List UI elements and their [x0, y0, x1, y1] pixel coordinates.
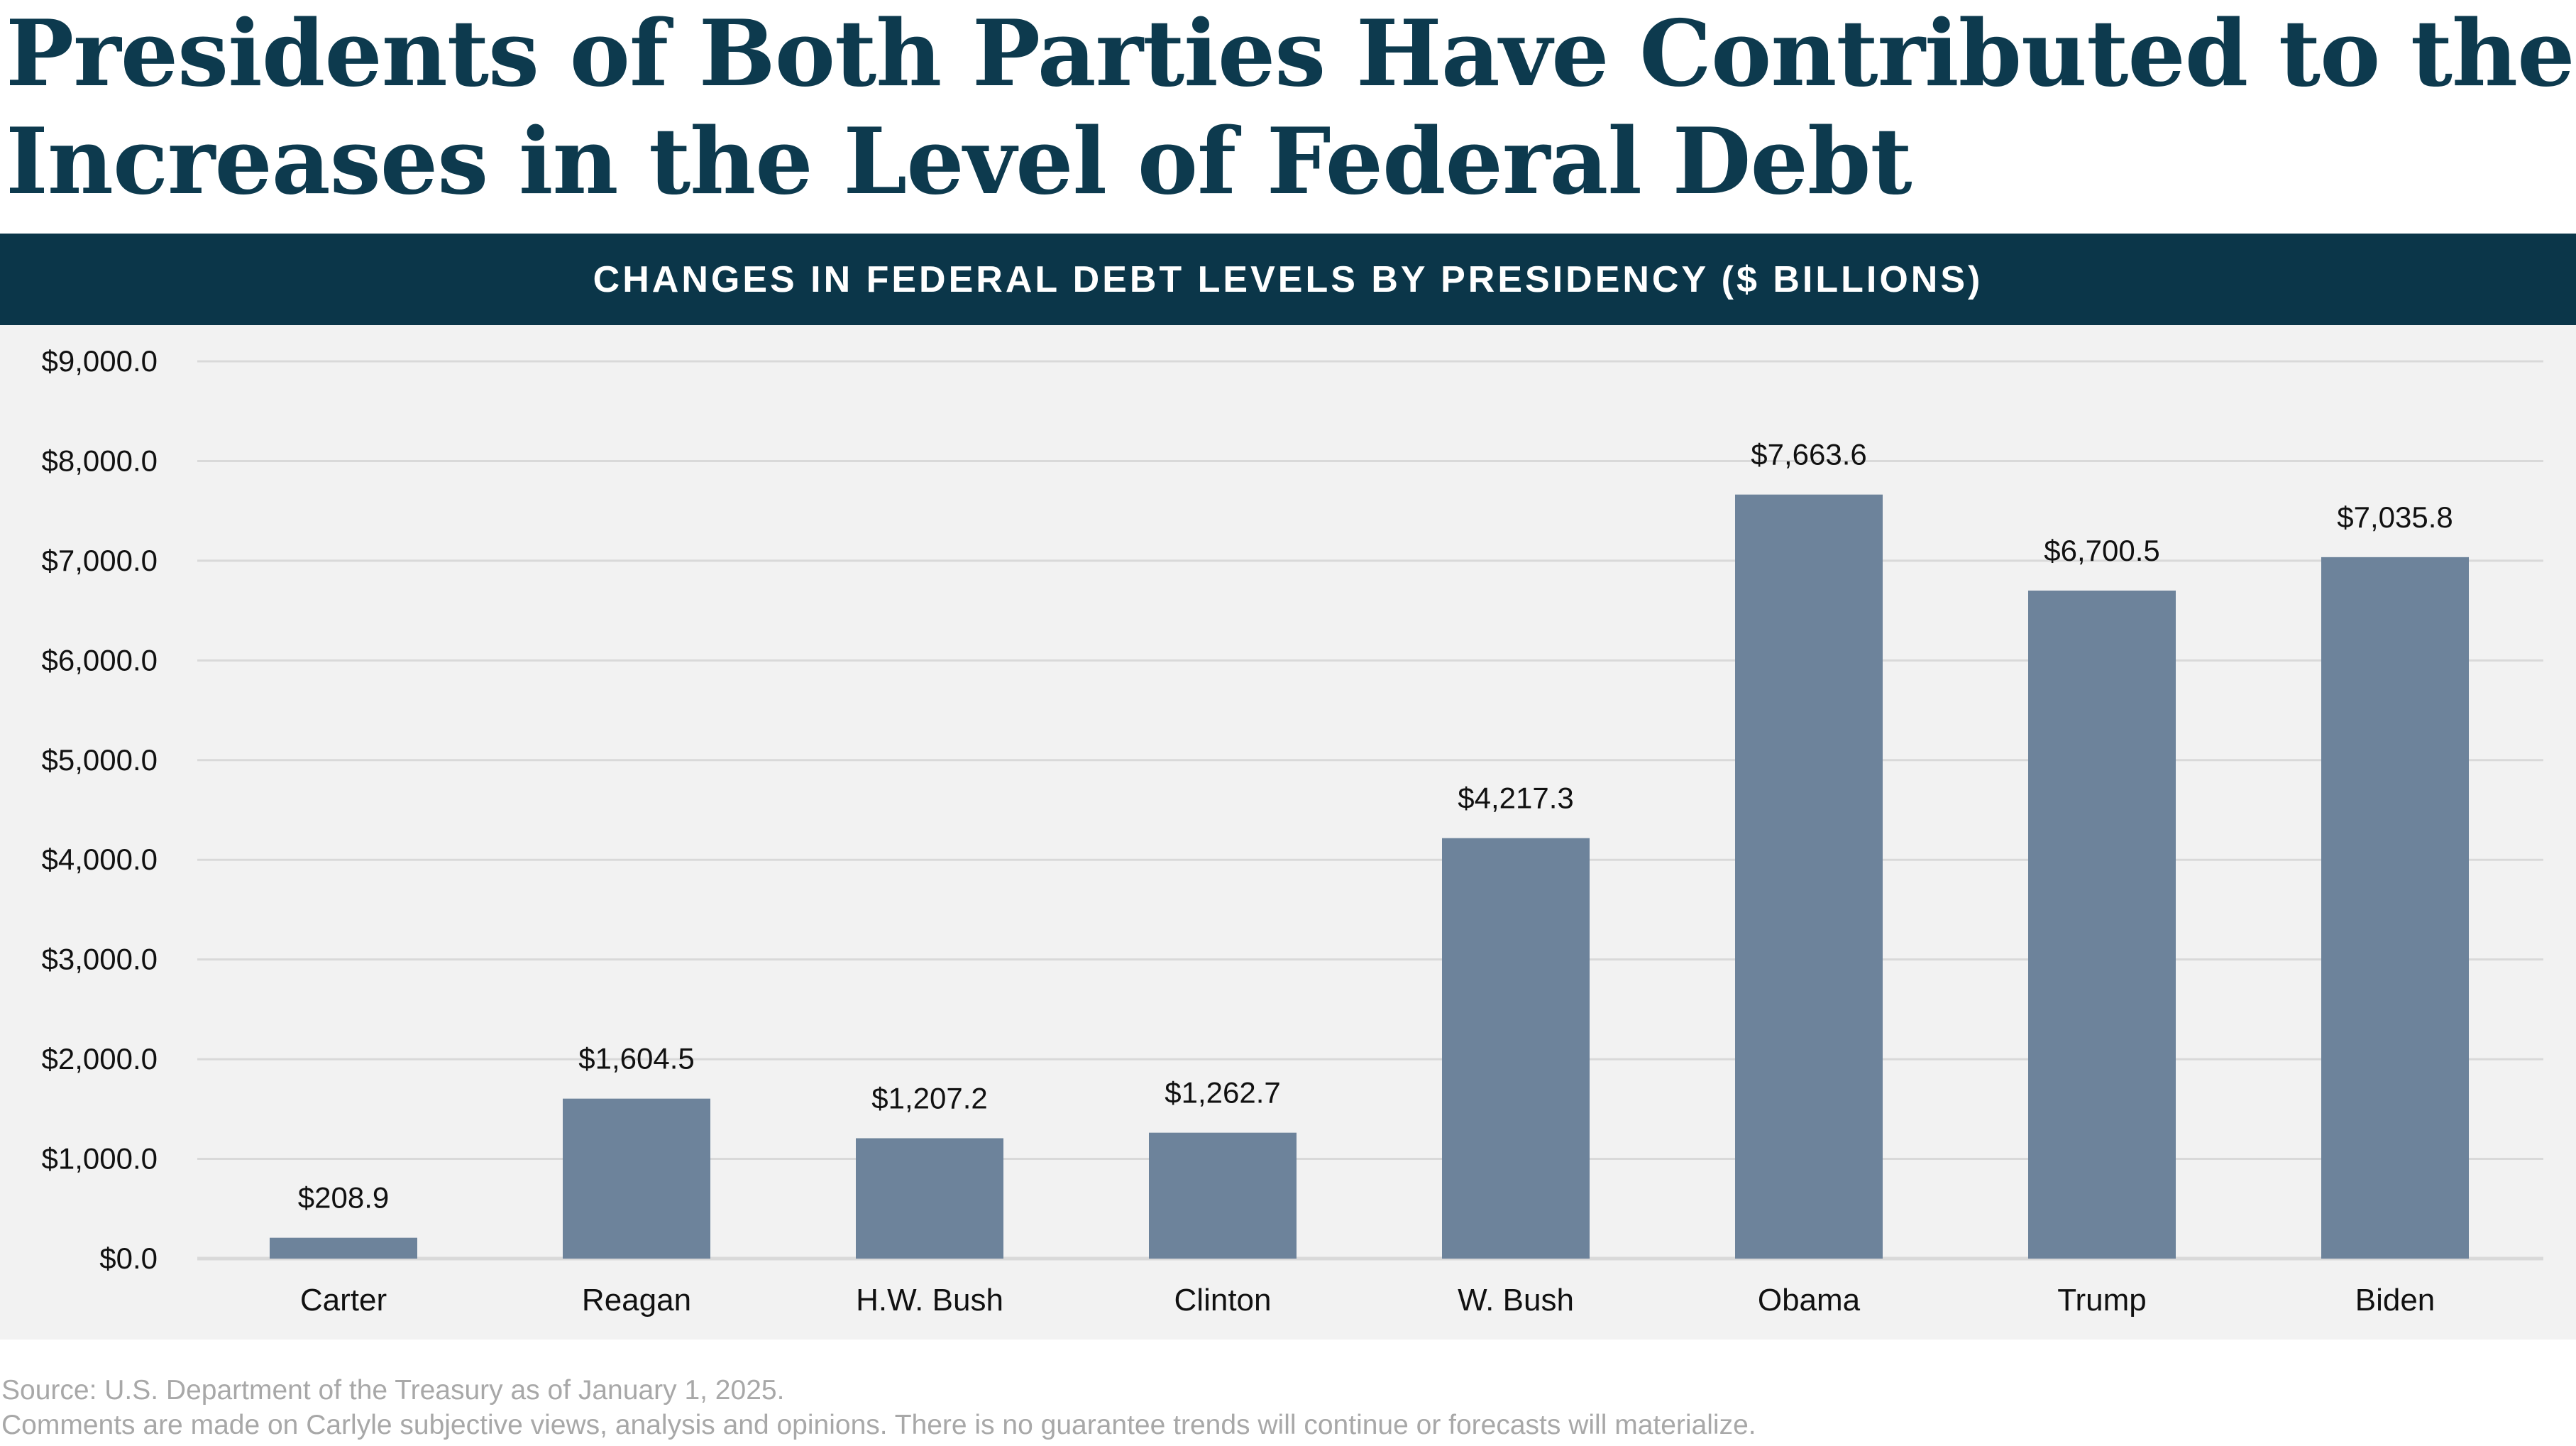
y-tick-label: $4,000.0	[42, 843, 158, 876]
y-tick-label: $6,000.0	[42, 643, 158, 677]
x-tick-label: Trump	[2057, 1283, 2147, 1318]
data-label: $1,604.5	[578, 1042, 695, 1075]
data-label: $6,700.5	[2044, 534, 2160, 567]
y-tick-label: $5,000.0	[42, 743, 158, 777]
bar-h-w-bush	[856, 1138, 1003, 1259]
disclaimer-note: Comments are made on Carlyle subjective …	[1, 1410, 1756, 1440]
data-label: $1,262.7	[1165, 1076, 1281, 1110]
x-tick-label: Biden	[2355, 1283, 2435, 1318]
y-tick-label: $0.0	[99, 1242, 158, 1275]
y-tick-label: $8,000.0	[42, 444, 158, 477]
source-note: Source: U.S. Department of the Treasury …	[1, 1375, 785, 1406]
x-tick-label: W. Bush	[1458, 1283, 1574, 1318]
bar-carter	[270, 1237, 417, 1259]
x-tick-label: H.W. Bush	[856, 1283, 1003, 1318]
page-title: Presidents of Both Parties Have Contribu…	[6, 0, 2575, 216]
x-tick-label: Carter	[300, 1283, 387, 1318]
x-tick-label: Reagan	[582, 1283, 691, 1318]
x-tick-label: Clinton	[1174, 1283, 1272, 1318]
chart-title-banner: CHANGES IN FEDERAL DEBT LEVELS BY PRESID…	[0, 234, 2576, 325]
x-tick-label: Obama	[1758, 1283, 1861, 1318]
data-label: $1,207.2	[871, 1081, 988, 1114]
y-tick-label: $3,000.0	[42, 943, 158, 976]
bar-w-bush	[1442, 838, 1590, 1259]
bar-clinton	[1149, 1132, 1297, 1259]
y-tick-label: $9,000.0	[42, 344, 158, 378]
bar-biden	[2321, 557, 2469, 1259]
bar-reagan	[563, 1098, 710, 1259]
y-tick-label: $1,000.0	[42, 1142, 158, 1176]
bar-obama	[1735, 494, 1883, 1259]
y-tick-label: $2,000.0	[42, 1042, 158, 1075]
data-label: $7,663.6	[1751, 438, 1867, 471]
data-label: $7,035.8	[2337, 500, 2453, 534]
bar-trump	[2028, 590, 2176, 1259]
title-line-2: Increases in the Level of Federal Debt	[6, 109, 1912, 215]
data-label: $4,217.3	[1458, 782, 1574, 815]
y-tick-label: $7,000.0	[42, 544, 158, 577]
title-line-1: Presidents of Both Parties Have Contribu…	[6, 1, 2575, 107]
data-label: $208.9	[298, 1181, 389, 1215]
